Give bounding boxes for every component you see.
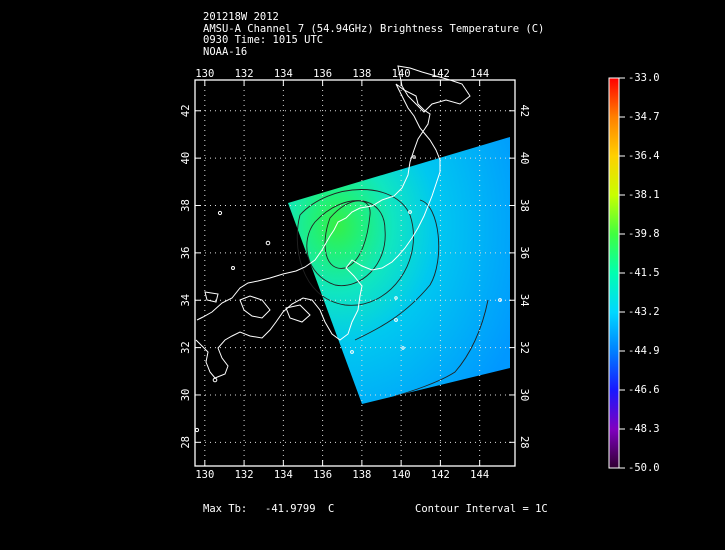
lon-label-bottom: 138 [352,469,371,481]
lon-label-top: 142 [431,68,450,80]
lat-label-left: 34 [180,294,192,307]
colorbar-label: -36.4 [628,150,660,162]
contour-interval: Contour Interval = 1C [415,503,548,515]
lon-label-bottom: 136 [313,469,332,481]
lat-label-left: 30 [180,389,192,402]
data-swath [288,137,510,404]
lat-label-right: 38 [518,199,530,212]
lat-label-left: 40 [180,152,192,165]
colorbar-label: -34.7 [628,111,660,123]
colorbar-label: -50.0 [628,462,660,474]
header-line-3: 0930 Time: 1015 UTC [203,34,324,46]
lat-label-left: 36 [180,247,192,260]
header-line-2: AMSU-A Channel 7 (54.94GHz) Brightness T… [203,22,545,35]
lon-label-bottom: 134 [274,469,293,481]
header-title: 201218W 2012 AMSU-A Channel 7 (54.94GHz) … [203,11,545,58]
lon-label-top: 130 [195,68,214,80]
colorbar-label: -41.5 [628,267,660,279]
lon-label-bottom: 132 [235,469,254,481]
latitude-labels: 42 42 40 40 38 38 36 36 34 34 32 32 30 30 28 28 [180,104,530,448]
max-tb-label: Max Tb: [203,503,248,515]
lat-label-right: 36 [518,247,530,260]
coastlines [195,65,471,379]
header-line-1: 201218W 2012 [203,11,279,23]
lon-label-top: 144 [470,68,489,80]
colorbar-label: -46.6 [628,384,660,396]
lat-label-right: 32 [518,341,530,354]
lon-label-bottom: 144 [470,469,489,481]
lon-label-top: 136 [313,68,332,80]
lon-label-top: 134 [274,68,293,80]
lat-label-right: 40 [518,152,530,165]
lon-label-top: 132 [235,68,254,80]
lon-label-top: 138 [352,68,371,80]
lon-label-bottom: 142 [431,469,450,481]
lat-label-right: 42 [518,104,530,117]
colorbar-label: -38.1 [628,189,660,201]
lon-label-bottom: 130 [195,469,214,481]
lat-label-left: 38 [180,199,192,212]
colorbar-label: -48.3 [628,423,660,435]
colorbar-label: -43.2 [628,306,660,318]
lat-label-right: 30 [518,389,530,402]
lon-label-bottom: 140 [392,469,411,481]
lon-label-top: 140 [392,68,411,80]
lat-label-left: 28 [180,436,192,449]
lat-lon-grid [195,80,515,466]
lat-label-left: 32 [180,341,192,354]
longitude-labels: 130 130 132 132 134 134 136 136 138 138 140 140 142 1… [195,68,489,481]
header-line-4: NOAA-16 [203,45,248,58]
colorbar [608,77,620,469]
colorbar-label: -44.9 [628,345,660,357]
axis-ticks [195,80,515,466]
lat-label-right: 28 [518,436,530,449]
colorbar-label: -39.8 [628,228,660,240]
contour-lines [296,189,489,397]
lat-label-left: 42 [180,104,192,117]
colorbar-ticks [619,77,625,469]
map-frame [194,79,516,467]
colorbar-label: -33.0 [628,72,660,84]
lat-label-right: 34 [518,294,530,307]
max-tb-value: -41.9799 [265,503,316,515]
max-tb-unit: C [328,503,335,515]
